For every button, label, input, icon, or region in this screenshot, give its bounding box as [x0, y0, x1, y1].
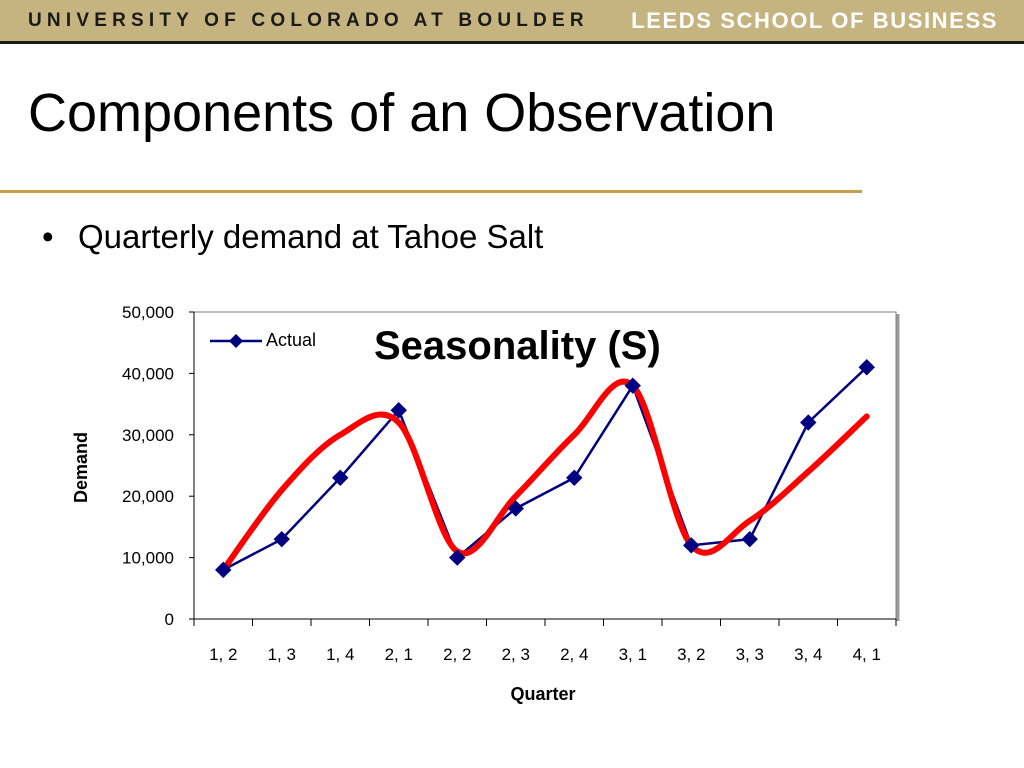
x-tick-label: 2, 1	[385, 645, 413, 664]
data-point-marker	[624, 377, 641, 394]
data-point-marker	[858, 359, 875, 376]
bullet-item: • Quarterly demand at Tahoe Salt	[42, 218, 543, 256]
x-tick-label: 2, 4	[560, 645, 588, 664]
y-tick-label: 10,000	[122, 549, 174, 568]
x-tick-label: 3, 2	[677, 645, 705, 664]
y-tick-label: 0	[165, 610, 174, 629]
title-underline	[0, 190, 862, 193]
legend-marker	[229, 334, 243, 348]
y-tick-label: 40,000	[122, 364, 174, 383]
data-point-marker	[800, 414, 817, 431]
data-point-marker	[507, 500, 524, 517]
y-tick-label: 50,000	[122, 303, 174, 322]
data-point-marker	[683, 537, 700, 554]
y-tick-label: 30,000	[122, 426, 174, 445]
bullet-icon: •	[42, 218, 54, 255]
bullet-text: Quarterly demand at Tahoe Salt	[78, 218, 544, 255]
data-point-marker	[215, 561, 232, 579]
data-point-marker	[273, 530, 290, 548]
top-banner: UNIVERSITY OF COLORADO AT BOULDER LEEDS …	[0, 0, 1024, 44]
data-point-marker	[332, 469, 349, 486]
x-tick-label: 1, 2	[209, 645, 237, 664]
x-tick-label: 3, 3	[736, 645, 764, 664]
data-point-marker	[741, 530, 758, 548]
data-point-marker	[449, 549, 466, 566]
seasonality-curve	[220, 378, 870, 573]
data-point-marker	[390, 402, 407, 419]
x-axis-title: Quarter	[510, 684, 575, 704]
slide-title: Components of an Observation	[28, 83, 776, 143]
x-tick-label: 1, 4	[326, 645, 354, 664]
seasonality-label: Seasonality (S)	[374, 324, 661, 368]
x-tick-label: 3, 1	[619, 645, 647, 664]
x-tick-label: 2, 2	[443, 645, 471, 664]
y-tick-label: 20,000	[122, 487, 174, 506]
x-tick-label: 4, 1	[853, 645, 881, 664]
series-line-actual	[222, 366, 868, 571]
school-name: LEEDS SCHOOL OF BUSINESS	[631, 8, 998, 33]
legend-label-actual: Actual	[266, 330, 316, 350]
x-tick-label: 1, 3	[268, 645, 296, 664]
data-point-marker	[566, 469, 583, 486]
x-tick-label: 3, 4	[794, 645, 822, 664]
x-tick-label: 2, 3	[502, 645, 530, 664]
university-name: UNIVERSITY OF COLORADO AT BOULDER	[28, 10, 589, 31]
y-axis-title: Demand	[71, 432, 91, 503]
